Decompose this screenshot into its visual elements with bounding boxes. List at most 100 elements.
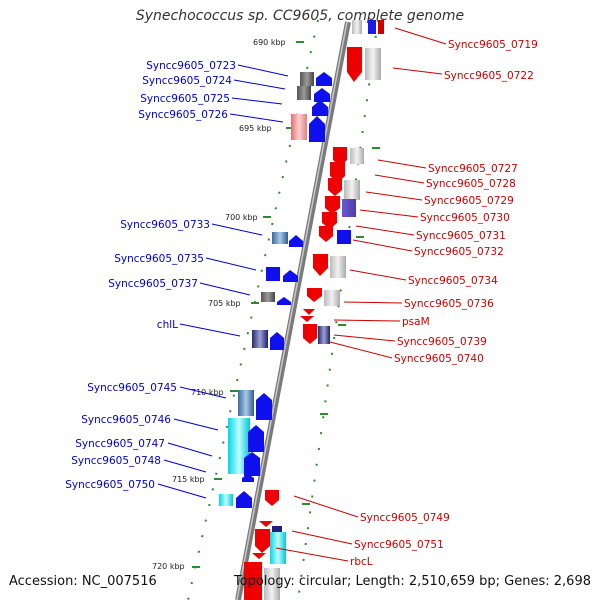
gene-feature bbox=[297, 86, 311, 100]
gene-feature bbox=[252, 553, 266, 559]
gene-feature bbox=[236, 491, 252, 508]
genome-summary: Topology: circular; Length: 2,510,659 bp… bbox=[233, 574, 591, 589]
gene-feature bbox=[307, 288, 322, 302]
gene-label[interactable]: Syncc9605_0739 bbox=[397, 336, 487, 348]
gene-feature bbox=[342, 199, 356, 217]
scale-label: 700 kbp bbox=[225, 213, 258, 222]
gene-feature bbox=[333, 147, 347, 166]
scale-label: 690 kbp bbox=[253, 38, 286, 47]
gene-feature bbox=[324, 290, 340, 306]
gene-label[interactable]: Syncc9605_0737 bbox=[108, 278, 198, 290]
gene-feature bbox=[264, 568, 280, 600]
gene-label[interactable]: chlL bbox=[157, 319, 178, 331]
gene-feature bbox=[319, 226, 333, 242]
gene-label[interactable]: Syncc9605_0723 bbox=[146, 60, 236, 72]
gene-feature bbox=[350, 148, 364, 164]
gene-feature bbox=[337, 230, 351, 244]
gene-label[interactable]: Syncc9605_0724 bbox=[142, 75, 232, 87]
gene-feature bbox=[347, 47, 362, 82]
gene-feature bbox=[330, 256, 346, 278]
gene-feature bbox=[283, 270, 298, 282]
gene-label[interactable]: Syncc9605_0730 bbox=[420, 212, 510, 224]
scale-label: 710 kbp bbox=[191, 388, 224, 397]
gene-feature bbox=[248, 425, 264, 452]
gene-label[interactable]: psaM bbox=[402, 316, 430, 328]
gene-label[interactable]: Syncc9605_0719 bbox=[448, 39, 538, 51]
gene-feature bbox=[330, 162, 345, 182]
gene-feature bbox=[303, 309, 315, 315]
gene-label[interactable]: Syncc9605_0746 bbox=[81, 414, 171, 426]
gene-feature bbox=[328, 178, 342, 196]
gene-feature bbox=[272, 232, 288, 244]
gene-feature bbox=[368, 20, 376, 34]
gene-label[interactable]: Syncc9605_0736 bbox=[404, 298, 494, 310]
gene-label[interactable]: rbcL bbox=[350, 556, 373, 568]
gene-feature bbox=[252, 330, 268, 348]
gene-feature bbox=[219, 494, 233, 506]
gene-feature bbox=[244, 452, 260, 476]
gene-feature bbox=[322, 212, 337, 229]
gene-feature bbox=[255, 529, 270, 553]
gene-feature bbox=[303, 324, 317, 344]
gene-label[interactable]: Syncc9605_0740 bbox=[394, 353, 484, 365]
scale-label: 695 kbp bbox=[239, 124, 272, 133]
gene-feature bbox=[312, 100, 328, 116]
gene-feature bbox=[309, 116, 325, 142]
gene-label[interactable]: Syncc9605_0729 bbox=[424, 195, 514, 207]
scale-ticks bbox=[192, 41, 380, 568]
gene-label[interactable]: Syncc9605_0735 bbox=[114, 253, 204, 265]
genome-axis-highlight bbox=[236, 21, 348, 600]
gene-feature bbox=[259, 521, 273, 527]
gene-label[interactable]: Syncc9605_0745 bbox=[87, 382, 177, 394]
right-callouts bbox=[275, 27, 447, 562]
gene-label[interactable]: Syncc9605_0731 bbox=[416, 230, 506, 242]
gene-feature bbox=[313, 254, 328, 276]
left-gene-labels: Syncc9605_0723 Syncc9605_0724 Syncc9605_… bbox=[65, 60, 236, 491]
gene-feature bbox=[365, 48, 381, 80]
gene-label[interactable]: Syncc9605_0751 bbox=[354, 539, 444, 551]
gene-label[interactable]: Syncc9605_0750 bbox=[65, 479, 155, 491]
gene-feature bbox=[266, 267, 280, 281]
right-dotted-guide bbox=[297, 19, 379, 600]
left-callouts bbox=[157, 64, 289, 499]
gene-label[interactable]: Syncc9605_0734 bbox=[408, 275, 498, 287]
gene-label[interactable]: Syncc9605_0732 bbox=[414, 246, 504, 258]
gene-label[interactable]: Syncc9605_0733 bbox=[120, 219, 210, 231]
gene-feature bbox=[256, 393, 272, 420]
gene-label[interactable]: Syncc9605_0726 bbox=[138, 109, 228, 121]
gene-feature bbox=[378, 20, 384, 34]
gene-feature bbox=[316, 72, 332, 86]
genome-axis bbox=[235, 21, 351, 600]
gene-label[interactable]: Syncc9605_0748 bbox=[71, 455, 161, 467]
gene-feature bbox=[289, 235, 303, 247]
gene-feature bbox=[244, 562, 262, 600]
gene-label[interactable]: Syncc9605_0749 bbox=[360, 512, 450, 524]
right-gene-labels: Syncc9605_0719 Syncc9605_0722 Syncc9605_… bbox=[350, 39, 538, 568]
gene-feature bbox=[272, 526, 282, 532]
gene-feature bbox=[277, 297, 291, 305]
gene-feature bbox=[270, 332, 284, 350]
scale-label: 715 kbp bbox=[172, 475, 205, 484]
right-gene-features bbox=[244, 20, 384, 600]
scale-label: 705 kbp bbox=[208, 299, 241, 308]
gene-label[interactable]: Syncc9605_0728 bbox=[426, 178, 516, 190]
left-gene-features bbox=[219, 72, 332, 508]
gene-feature bbox=[265, 490, 279, 506]
gene-label[interactable]: Syncc9605_0727 bbox=[428, 163, 518, 175]
scale-label: 720 kbp bbox=[152, 562, 185, 571]
gene-feature bbox=[344, 180, 360, 200]
gene-feature bbox=[352, 20, 362, 34]
gene-feature bbox=[242, 474, 254, 482]
gene-feature bbox=[325, 196, 340, 214]
gene-label[interactable]: Syncc9605_0725 bbox=[140, 93, 230, 105]
gene-label[interactable]: Syncc9605_0747 bbox=[75, 438, 165, 450]
gene-feature bbox=[291, 114, 307, 140]
gene-feature bbox=[300, 316, 314, 322]
accession-label: Accession: NC_007516 bbox=[9, 574, 157, 589]
gene-feature bbox=[261, 292, 275, 302]
gene-feature bbox=[300, 72, 314, 86]
gene-label[interactable]: Syncc9605_0722 bbox=[444, 70, 534, 82]
gene-feature bbox=[314, 88, 330, 102]
gene-feature bbox=[238, 390, 254, 416]
